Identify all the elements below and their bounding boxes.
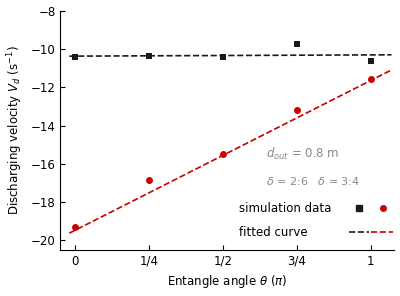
Point — [368, 76, 374, 81]
Point — [72, 55, 78, 60]
Point — [220, 152, 226, 157]
Point — [146, 53, 152, 58]
X-axis label: Entangle angle $\theta$ ($\pi$): Entangle angle $\theta$ ($\pi$) — [167, 274, 288, 290]
Text: $\delta$ = 2:6   $\delta$ = 3:4: $\delta$ = 2:6 $\delta$ = 3:4 — [266, 175, 360, 186]
Point — [294, 42, 300, 46]
Point — [72, 225, 78, 229]
Point — [294, 108, 300, 112]
Text: $d_{out}$ = 0.8 m: $d_{out}$ = 0.8 m — [266, 146, 339, 162]
Point — [220, 55, 226, 60]
Y-axis label: Discharging velocity $V_d$ (s$^{-1}$): Discharging velocity $V_d$ (s$^{-1}$) — [6, 46, 25, 215]
Point — [368, 59, 374, 64]
Text: fitted curve: fitted curve — [239, 226, 308, 239]
Point — [146, 178, 152, 182]
Text: simulation data: simulation data — [239, 202, 332, 215]
